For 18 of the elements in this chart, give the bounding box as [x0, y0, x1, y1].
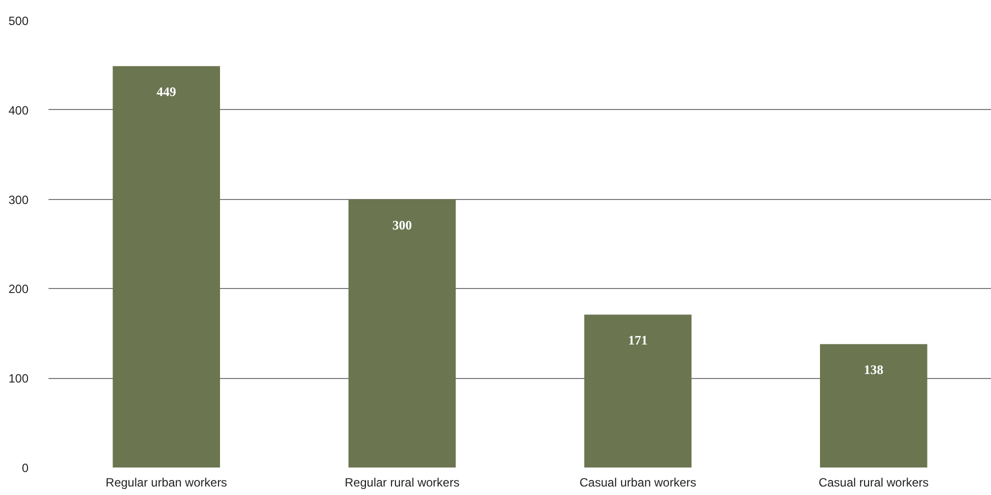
bar: [820, 344, 928, 468]
data-label: 138: [864, 362, 884, 378]
bar: [348, 199, 456, 468]
data-label: 300: [392, 217, 412, 232]
y-tick-label: 400: [8, 103, 29, 118]
y-tick-label: 200: [8, 282, 29, 296]
y-tick-label: 500: [8, 14, 29, 28]
data-label: 171: [628, 332, 648, 348]
y-tick-label: 300: [8, 192, 29, 207]
x-tick-label: Casual urban workers: [580, 476, 696, 490]
bar: [112, 66, 220, 468]
y-tick-label: 100: [8, 372, 29, 386]
data-label: 449: [156, 84, 177, 100]
x-tick-label: Casual rural workers: [818, 476, 929, 490]
x-tick-label: Regular rural workers: [344, 476, 460, 490]
bar: [584, 314, 692, 468]
x-tick-label: Regular urban workers: [106, 476, 228, 490]
y-tick-label: 0: [22, 461, 29, 475]
